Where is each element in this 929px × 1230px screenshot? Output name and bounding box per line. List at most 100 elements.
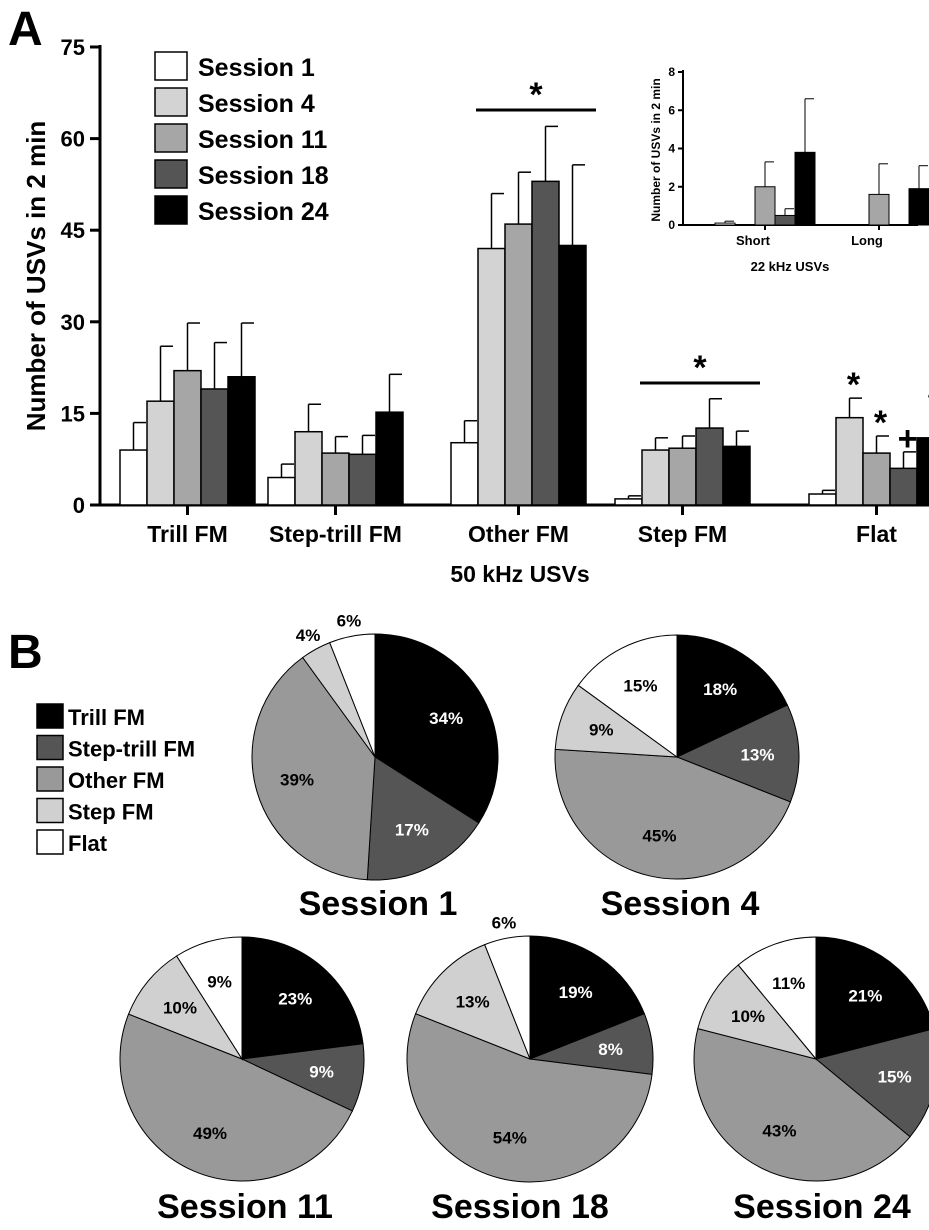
- pie-legend: Trill FM Step-trill FM Other FM Step FM Flat: [37, 704, 195, 856]
- pie-slice-label: 9%: [207, 973, 232, 992]
- pie-legend-label-trill-fm: Trill FM: [68, 705, 145, 730]
- pie-title: Session 18: [431, 1188, 609, 1226]
- pie-session-24: 21% 15% 43% 10% 11% Session 24: [694, 937, 929, 1226]
- pie-slice-label: 43%: [762, 1122, 796, 1141]
- bar-session-24-other-fm: [559, 245, 586, 505]
- pie-slice-label: 39%: [280, 771, 314, 790]
- y-tick-label: 60: [61, 127, 85, 152]
- bar-session-24-step-trill-fm: [376, 412, 403, 505]
- inset-y-axis-label: Number of USVs in 2 min: [649, 78, 663, 221]
- pie-legend-label-step-trill-fm: Step-trill FM: [68, 737, 195, 762]
- legend-label-session-24: Session 24: [198, 198, 329, 226]
- y-tick-label: 15: [61, 401, 85, 426]
- inset-y-tick-label: 4: [668, 142, 675, 156]
- pie-slice-label: 6%: [492, 913, 517, 932]
- pie-title: Session 4: [601, 885, 760, 923]
- pie-session-11: 23% 9% 49% 10% 9% Session 11: [120, 937, 364, 1226]
- significance-marker: *: [529, 76, 543, 114]
- y-tick-label: 75: [61, 35, 85, 60]
- panel-a-label: A: [8, 3, 43, 56]
- significance-marker: +: [898, 420, 918, 458]
- pie-slice-label: 6%: [337, 611, 362, 630]
- panel-b-label: B: [8, 626, 43, 679]
- pie-slice-label: 18%: [703, 680, 737, 699]
- pie-slice-label: 4%: [296, 626, 321, 645]
- bar-session-11-other-fm: [505, 224, 532, 505]
- x-tick-label-flat: Flat: [856, 521, 897, 547]
- inset-x-tick-label-short: Short: [736, 233, 771, 248]
- bar-session-18-other-fm: [532, 181, 559, 505]
- pie-session-18: 19% 8% 54% 13% 6% Session 18: [407, 913, 653, 1226]
- bar-session-4-other-fm: [478, 249, 505, 505]
- legend-swatch-session-11: [155, 124, 187, 152]
- bar-session-4-step-trill-fm: [295, 432, 322, 505]
- legend-swatch-session-18: [155, 160, 187, 188]
- pie-slice-label: 45%: [642, 827, 676, 846]
- legend-swatch-session-1: [155, 52, 187, 80]
- pie-slice-label: 34%: [429, 709, 463, 728]
- bar-session-4-flat: [836, 418, 863, 505]
- pie-slice-label: 10%: [163, 999, 197, 1018]
- inset-bar-chart: 0 2 4 6 8 Number of USVs in 2 min Short Long 22 …: [649, 65, 929, 274]
- significance-marker: *: [847, 366, 861, 404]
- pie-charts: 34%17%39%4%6%Session 118%13%45%9%15%Sess…: [120, 611, 929, 1226]
- legend-label-session-1: Session 1: [198, 54, 315, 82]
- bar-session-18-trill-fm: [201, 389, 228, 505]
- pie-session-4: 18% 13% 45% 9% 15% Session 4: [555, 635, 799, 923]
- pie-slice-label: 49%: [193, 1124, 227, 1143]
- x-axis-label: 50 kHz USVs: [450, 561, 589, 587]
- bar-session-24-trill-fm: [228, 377, 255, 505]
- inset-y-tick-label: 0: [668, 218, 675, 232]
- pie-legend-swatch-other-fm: [37, 767, 63, 791]
- inset-bar-session-18-short: [775, 215, 795, 225]
- pie-legend-swatch-trill-fm: [37, 704, 63, 728]
- pie-session-1: 34% 17% 39% 4% 6% Session 1: [252, 611, 498, 923]
- bar-session-1-other-fm: [451, 443, 478, 505]
- pie-legend-swatch-flat: [37, 830, 63, 854]
- bar-session-11-step-trill-fm: [322, 453, 349, 505]
- bar-session-4-step-fm: [642, 450, 669, 505]
- y-tick-label: 0: [73, 493, 85, 518]
- pie-legend-label-step-fm: Step FM: [68, 800, 154, 825]
- legend-swatch-session-4: [155, 88, 187, 116]
- inset-x-tick-label-long: Long: [851, 233, 883, 248]
- significance-marker: *: [874, 404, 888, 442]
- legend-swatch-session-24: [155, 196, 187, 224]
- pie-slice-label: 19%: [559, 983, 593, 1002]
- pie-slice-label: 15%: [623, 676, 657, 695]
- legend-label-session-18: Session 18: [198, 162, 329, 190]
- pie-title: Session 11: [157, 1188, 333, 1226]
- pie-slice-label: 21%: [848, 986, 882, 1005]
- pie-legend-swatch-step-fm: [37, 799, 63, 823]
- pie-slice-label: 11%: [772, 974, 805, 993]
- bar-session-18-step-trill-fm: [349, 454, 376, 505]
- pie-title: Session 1: [299, 885, 458, 923]
- x-tick-label-step-fm: Step FM: [638, 521, 727, 547]
- pie-slice-label: 13%: [456, 993, 490, 1012]
- pie-slice-label: 13%: [740, 745, 774, 764]
- x-tick-label-trill-fm: Trill FM: [147, 521, 228, 547]
- bar-session-24-step-fm: [723, 446, 750, 505]
- inset-y-tick-label: 6: [668, 103, 675, 117]
- bar-session-18-flat: [890, 468, 917, 505]
- inset-bar-session-24-short: [795, 152, 815, 225]
- legend-label-session-11: Session 11: [198, 126, 327, 154]
- significance-marker: *: [693, 349, 707, 387]
- bar-session-4-trill-fm: [147, 401, 174, 505]
- bar-session-1-trill-fm: [120, 450, 147, 505]
- inset-bar-session-24-long: [909, 189, 929, 225]
- pie-slice-label: 8%: [598, 1040, 623, 1059]
- pie-slice-label: 10%: [731, 1007, 765, 1026]
- pie-slice-label: 54%: [493, 1129, 527, 1148]
- x-tick-label-step-trill-fm: Step-trill FM: [269, 521, 402, 547]
- bar-session-11-step-fm: [669, 448, 696, 505]
- y-axis-label: Number of USVs in 2 min: [21, 121, 51, 432]
- inset-bar-session-11-long: [869, 194, 889, 225]
- inset-x-axis-label: 22 kHz USVs: [751, 259, 830, 274]
- pie-slice-label: 15%: [878, 1068, 912, 1087]
- pie-slice-label: 17%: [395, 820, 429, 839]
- inset-y-tick-label: 2: [668, 180, 675, 194]
- x-tick-label-other-fm: Other FM: [468, 521, 569, 547]
- inset-bar-session-1-short: [715, 223, 735, 225]
